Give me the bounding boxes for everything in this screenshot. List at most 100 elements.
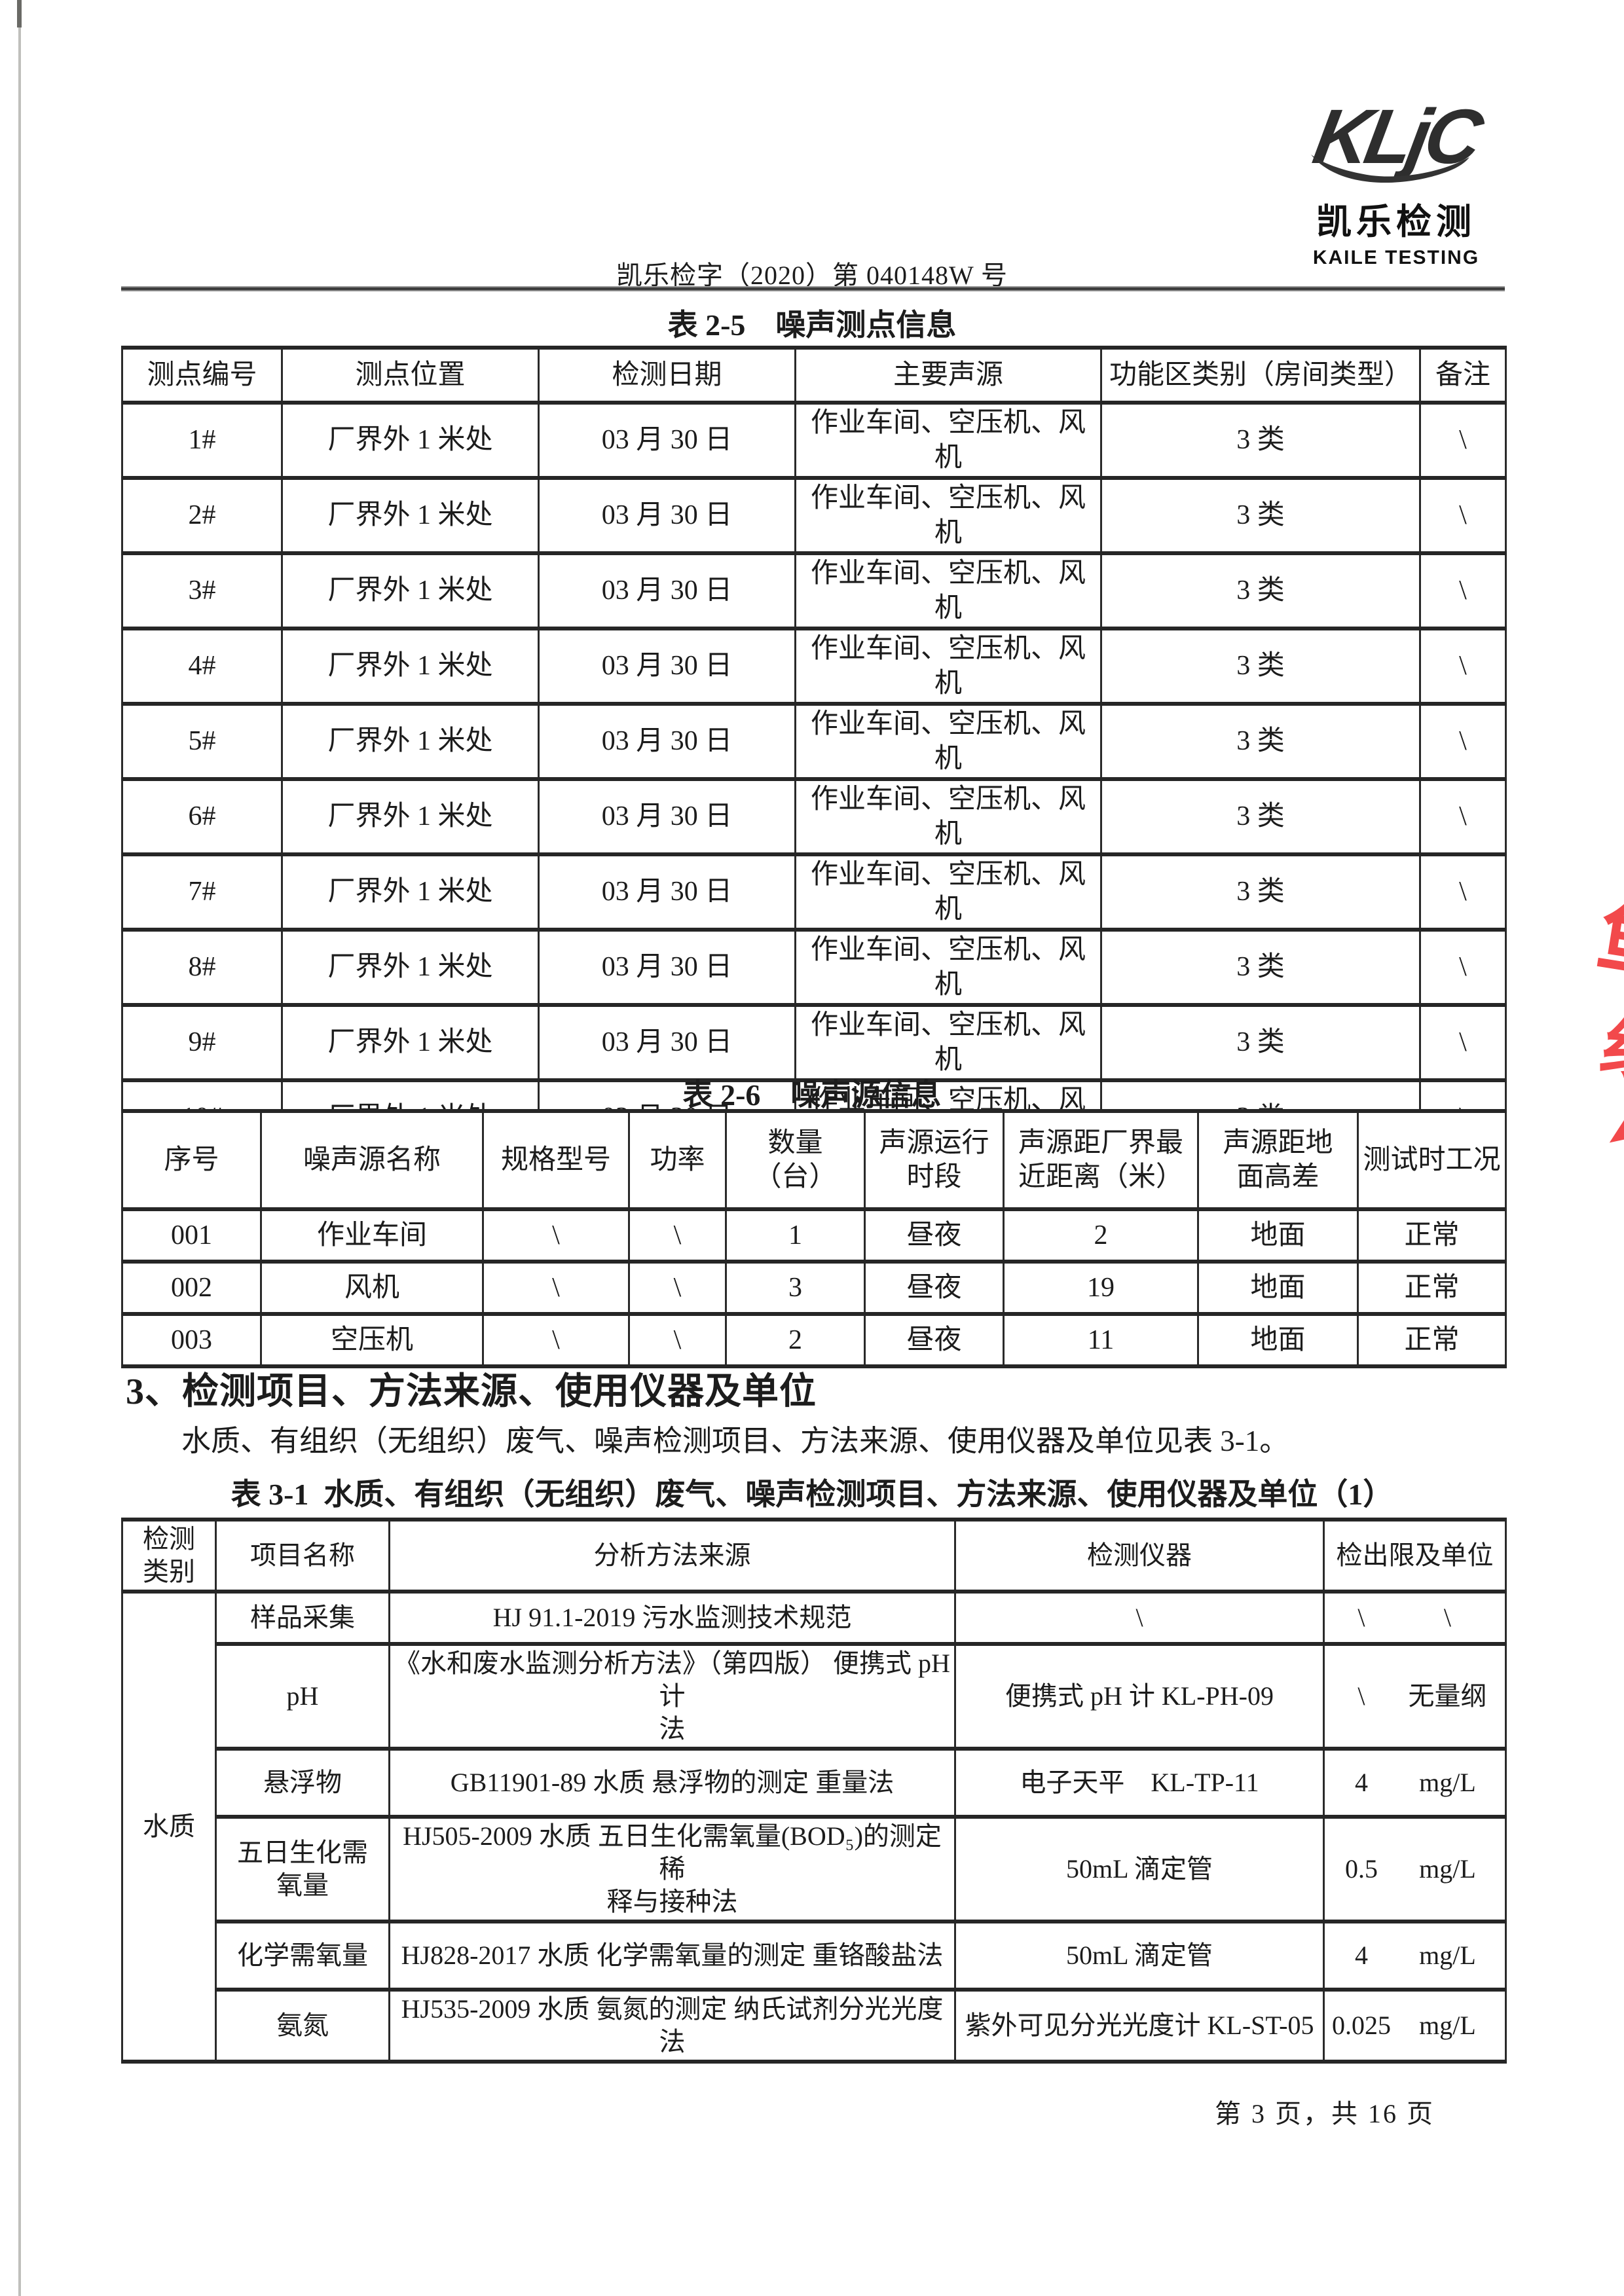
cell-method: HJ505-2009 水质 五日生化需氧量(BOD₅)的测定 稀 释与接种法: [388, 1815, 956, 1923]
cell-method: HJ828-2017 水质 化学需氧量的测定 重铬酸盐法: [388, 1920, 956, 1992]
cell-method: 《水和废水监测分析方法》（第四版） 便携式 pH 计 法: [388, 1642, 956, 1751]
section3-heading: 3、检测项目、方法来源、使用仪器及单位: [126, 1372, 817, 1412]
cell-point-location: 厂界外 1 米处: [281, 476, 540, 555]
cell-distance: 19: [1003, 1260, 1199, 1316]
cell-source-name: 空压机: [260, 1312, 484, 1368]
col-instrument: 检测仪器: [954, 1518, 1325, 1594]
table25-header-row: 测点编号 测点位置 检测日期 主要声源 功能区类别（房间类型） 备注: [121, 346, 1507, 405]
table31-header-row: 检测 类别 项目名称 分析方法来源 检测仪器 检出限及单位: [121, 1518, 1507, 1594]
cell-limit-unit: \ \: [1323, 1590, 1507, 1646]
table-row: 003 空压机 \ \ 2 昼夜 11 地面 正常: [121, 1312, 1507, 1368]
cell-point-id: 7#: [121, 852, 283, 932]
cell-main-source: 作业车间、空压机、风机: [794, 476, 1102, 555]
cell-quantity: 3: [725, 1260, 866, 1316]
cell-point-location: 厂界外 1 米处: [281, 928, 540, 1007]
cell-period: 昼夜: [864, 1207, 1005, 1264]
cell-period: 昼夜: [864, 1260, 1005, 1316]
cell-note: \: [1419, 627, 1507, 706]
table25-title: 表 2-5 噪声测点信息: [667, 308, 957, 342]
cell-test-date: 03 月 30 日: [538, 401, 796, 480]
cell-main-source: 作业车间、空压机、风机: [794, 928, 1102, 1007]
cell-method: HJ 91.1-2019 污水监测技术规范: [388, 1590, 956, 1646]
cell-test-date: 03 月 30 日: [538, 702, 796, 781]
cell-instrument: 50mL 滴定管: [954, 1815, 1325, 1923]
table-row: 7# 厂界外 1 米处 03 月 30 日 作业车间、空压机、风机 3 类 \: [121, 852, 1507, 932]
cell-model: \: [482, 1260, 630, 1316]
cell-note: \: [1419, 852, 1507, 932]
limit-unit: mg/L: [1419, 2011, 1476, 2040]
limit-unit: 无量纲: [1408, 1681, 1487, 1711]
cell-power: \: [628, 1312, 727, 1368]
cell-ground-height: 地面: [1197, 1312, 1359, 1368]
table-row: 9# 厂界外 1 米处 03 月 30 日 作业车间、空压机、风机 3 类 \: [121, 1003, 1507, 1082]
cell-point-id: 5#: [121, 702, 283, 781]
cell-seq: 002: [121, 1260, 262, 1316]
col-zone-type: 功能区类别（房间类型）: [1100, 346, 1421, 405]
cell-test-date: 03 月 30 日: [538, 852, 796, 932]
cell-ground-height: 地面: [1197, 1260, 1359, 1316]
table-row: 1# 厂界外 1 米处 03 月 30 日 作业车间、空压机、风机 3 类 \: [121, 401, 1507, 480]
col-source-name: 噪声源名称: [260, 1109, 484, 1211]
cell-limit-unit: 4 mg/L: [1323, 1747, 1507, 1819]
limit-unit: mg/L: [1419, 1768, 1476, 1797]
cell-instrument: \: [954, 1590, 1325, 1646]
cell-note: \: [1419, 551, 1507, 630]
table-row: 6# 厂界外 1 米处 03 月 30 日 作业车间、空压机、风机 3 类 \: [121, 777, 1507, 856]
cell-limit-unit: 0.025 mg/L: [1323, 1988, 1507, 2064]
cell-seq: 001: [121, 1207, 262, 1264]
table-row: 2# 厂界外 1 米处 03 月 30 日 作业车间、空压机、风机 3 类 \: [121, 476, 1507, 555]
cell-note: \: [1419, 702, 1507, 781]
limit-value: 4: [1354, 1768, 1368, 1797]
col-category: 检测 类别: [121, 1518, 217, 1594]
water-category-cell: 水质: [121, 1590, 217, 2064]
limit-unit: mg/L: [1419, 1941, 1476, 1970]
col-note: 备注: [1419, 346, 1507, 405]
table-row: 4# 厂界外 1 米处 03 月 30 日 作业车间、空压机、风机 3 类 \: [121, 627, 1507, 706]
logo-swoosh-icon: [1311, 155, 1469, 183]
noise-source-table: 序号 噪声源名称 规格型号 功率 数量 （台） 声源运行 时段 声源距厂界最 近…: [121, 1109, 1507, 1368]
col-method-source: 分析方法来源: [388, 1518, 956, 1594]
cell-distance: 11: [1003, 1312, 1199, 1368]
limit-value: 0.5: [1344, 1854, 1378, 1884]
cell-zone-type: 3 类: [1100, 627, 1421, 706]
cell-zone-type: 3 类: [1100, 852, 1421, 932]
scan-edge-smudge: [17, 0, 22, 27]
section3-intro: 水质、有组织（无组织）废气、噪声检测项目、方法来源、使用仪器及单位见表 3-1。: [181, 1425, 1289, 1457]
col-distance: 声源距厂界最 近距离（米）: [1003, 1109, 1199, 1211]
col-seq: 序号: [121, 1109, 262, 1211]
cell-instrument: 电子天平 KL-TP-11: [954, 1747, 1325, 1819]
cell-instrument: 便携式 pH 计 KL-PH-09: [954, 1642, 1325, 1751]
cell-main-source: 作业车间、空压机、风机: [794, 1003, 1102, 1082]
cell-source-name: 作业车间: [260, 1207, 484, 1264]
red-ink-fragment: ◢: [1602, 1102, 1624, 1146]
red-ink-fragment: 缘: [1593, 1004, 1624, 1101]
cell-item-name: 化学需氧量: [215, 1920, 390, 1992]
cell-limit-unit: 4 mg/L: [1323, 1920, 1507, 1992]
cell-power: \: [628, 1260, 727, 1316]
cell-seq: 003: [121, 1312, 262, 1368]
method-table: 检测 类别 项目名称 分析方法来源 检测仪器 检出限及单位 水质 样品采集 HJ…: [121, 1518, 1507, 2064]
footer-page-number: 第 3 页，共 16 页: [1215, 2099, 1435, 2128]
cell-zone-type: 3 类: [1100, 401, 1421, 480]
cell-item-name: 五日生化需 氧量: [215, 1815, 390, 1923]
col-power: 功率: [628, 1109, 727, 1211]
limit-value: \: [1357, 1603, 1365, 1632]
limit-value: 4: [1354, 1941, 1368, 1970]
table-row: 002 风机 \ \ 3 昼夜 19 地面 正常: [121, 1260, 1507, 1316]
cell-main-source: 作业车间、空压机、风机: [794, 551, 1102, 630]
cell-period: 昼夜: [864, 1312, 1005, 1368]
table-row: 3# 厂界外 1 米处 03 月 30 日 作业车间、空压机、风机 3 类 \: [121, 551, 1507, 630]
cell-test-date: 03 月 30 日: [538, 1003, 796, 1082]
doc-number: 凯乐检字（2020）第 040148W 号: [616, 261, 1008, 290]
cell-quantity: 1: [725, 1207, 866, 1264]
cell-test-date: 03 月 30 日: [538, 777, 796, 856]
cell-item-name: 样品采集: [215, 1590, 390, 1646]
company-logo: KLjC 凯乐检测 KAILE TESTING: [1298, 94, 1494, 269]
cell-point-id: 4#: [121, 627, 283, 706]
cell-point-location: 厂界外 1 米处: [281, 852, 540, 932]
scan-edge-line: [18, 0, 21, 2296]
cell-item-name: 悬浮物: [215, 1747, 390, 1819]
cell-point-id: 9#: [121, 1003, 283, 1082]
cell-note: \: [1419, 777, 1507, 856]
